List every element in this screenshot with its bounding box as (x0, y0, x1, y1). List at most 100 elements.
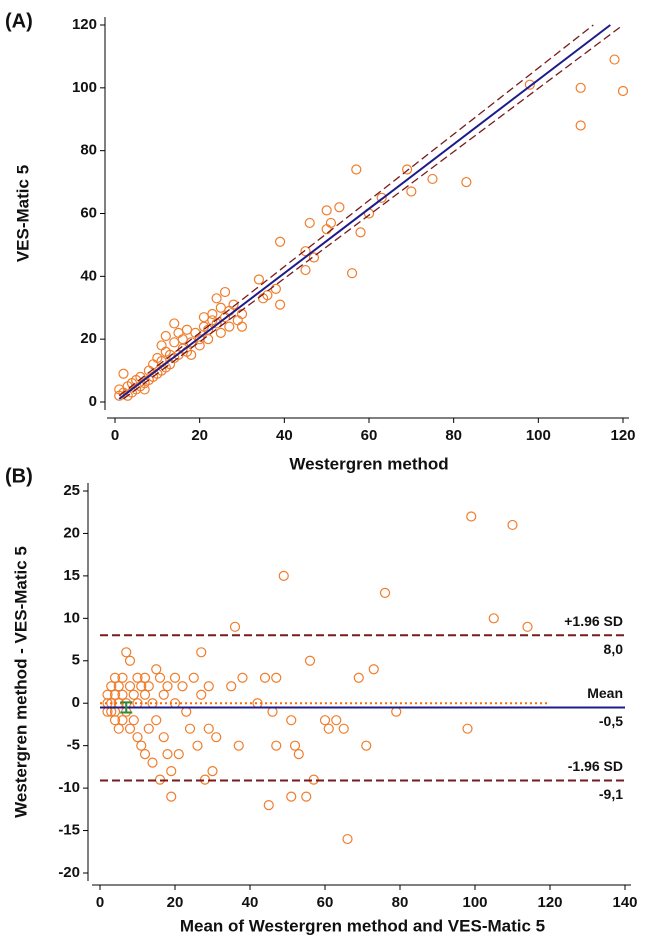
point (143, 681, 154, 692)
point (391, 706, 402, 717)
point (196, 647, 207, 658)
x-tick-label: 0 (111, 427, 119, 444)
point (323, 723, 334, 734)
point (139, 689, 151, 700)
point (196, 689, 207, 700)
point (609, 54, 620, 65)
point (117, 689, 128, 700)
y-tick-label: 100 (72, 79, 97, 96)
point (139, 672, 151, 683)
point (106, 681, 117, 692)
reference-label: Mean (587, 685, 623, 701)
point (278, 570, 289, 581)
x-tick-label: 80 (445, 427, 462, 444)
point (293, 749, 304, 760)
point (124, 723, 136, 734)
point (169, 672, 181, 683)
y-axis-label: VES-Matic 5 (13, 165, 32, 262)
panel-label: (B) (5, 465, 33, 487)
point (207, 308, 218, 320)
point (236, 321, 248, 332)
point (128, 715, 139, 726)
point (117, 715, 128, 726)
point (376, 192, 387, 203)
point (219, 286, 231, 298)
point (215, 302, 226, 313)
y-tick-label: 0 (89, 393, 97, 410)
point (237, 672, 248, 683)
point (128, 689, 139, 700)
point (148, 359, 159, 370)
point (368, 664, 379, 675)
point (166, 791, 177, 802)
point (154, 672, 166, 683)
point (181, 324, 193, 335)
y-tick-label: 15 (63, 567, 80, 584)
x-tick-label: 20 (191, 427, 208, 444)
y-tick-label: 20 (80, 330, 97, 347)
point (177, 334, 188, 345)
x-tick-label: 20 (167, 894, 184, 911)
mean-ci (120, 701, 133, 714)
point (304, 655, 316, 666)
point (117, 672, 128, 683)
point (271, 672, 282, 683)
point (186, 349, 197, 360)
point (507, 519, 518, 531)
point (188, 672, 199, 683)
point (136, 740, 147, 751)
x-tick-label: 100 (462, 894, 487, 911)
point (402, 164, 413, 175)
point (229, 621, 241, 632)
reference-value: -0,5 (599, 713, 623, 729)
fit-line (123, 24, 624, 400)
point (522, 621, 533, 632)
point (331, 715, 342, 726)
point (325, 217, 336, 229)
point (286, 715, 297, 726)
point (275, 299, 286, 310)
y-axis-label: Westergren method - VES-Matic 5 (11, 546, 30, 818)
x-tick-label: 60 (317, 894, 334, 911)
reference-label: +1.96 SD (564, 613, 623, 629)
y-tick-label: 80 (80, 142, 97, 159)
point (203, 334, 214, 345)
x-tick-label: 40 (276, 427, 293, 444)
point (173, 749, 184, 760)
point (109, 689, 121, 700)
point (162, 681, 173, 692)
y-tick-label: -20 (58, 864, 80, 881)
point (132, 732, 143, 743)
point (466, 511, 477, 522)
fit-line (118, 24, 594, 397)
y-tick-label: -10 (58, 779, 80, 796)
point (132, 672, 143, 683)
y-tick-label: 120 (72, 16, 97, 33)
point (173, 327, 184, 338)
point (226, 681, 237, 692)
point (267, 706, 278, 717)
reference-value: 8,0 (604, 641, 624, 657)
x-tick-label: 40 (242, 894, 259, 911)
y-tick-label: -15 (58, 822, 80, 839)
point (301, 791, 312, 802)
y-tick-label: 60 (80, 204, 97, 221)
point (286, 791, 297, 802)
point (379, 587, 391, 598)
point (118, 368, 129, 379)
point (334, 202, 345, 213)
y-tick-label: 40 (80, 267, 97, 284)
point (181, 706, 192, 717)
point (346, 268, 358, 279)
fit-line (118, 24, 611, 400)
x-tick-label: 120 (537, 894, 562, 911)
point (121, 647, 132, 658)
point (136, 681, 147, 692)
point (351, 164, 362, 175)
point (308, 252, 320, 263)
point (124, 681, 136, 692)
y-tick-label: -5 (67, 737, 80, 754)
point (124, 655, 136, 666)
point (192, 740, 203, 751)
